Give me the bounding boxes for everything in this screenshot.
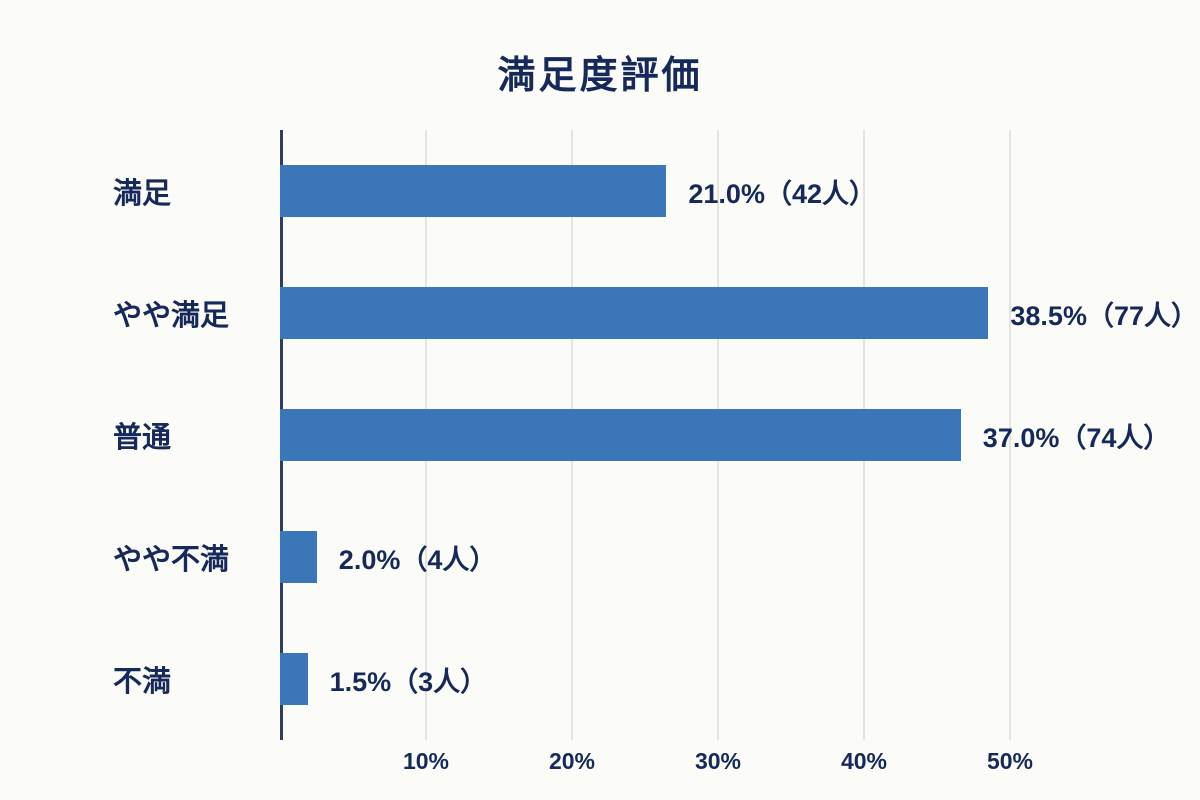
bar-row: やや満足 38.5%（77人） xyxy=(0,252,1200,374)
category-label: 不満 xyxy=(113,666,172,698)
bar-value-label: 37.0%（74人） xyxy=(982,422,1171,453)
category-label: やや不満 xyxy=(113,544,230,576)
bar-track: 1.5%（3人） xyxy=(280,653,1200,705)
bar-value-label: 2.0%（4人） xyxy=(338,544,497,575)
bar-row: 普通 37.0%（74人） xyxy=(0,374,1200,496)
bar-track: 38.5%（77人） xyxy=(280,287,1200,339)
bar xyxy=(280,287,989,339)
gridline xyxy=(1009,130,1011,740)
category-label: 普通 xyxy=(113,422,172,454)
bar-row: やや不満 2.0%（4人） xyxy=(0,496,1200,618)
bar-value-label: 38.5%（77人） xyxy=(1010,300,1198,331)
bar-track: 37.0%（74人） xyxy=(280,409,1200,461)
x-tick-label: 30% xyxy=(694,748,742,774)
bar-row: 満足 21.0%（42人） xyxy=(0,130,1200,252)
bar-track: 21.0%（42人） xyxy=(280,165,1200,217)
category-label: やや満足 xyxy=(113,300,230,332)
bar-row: 不満 1.5%（3人） xyxy=(0,618,1200,740)
bar-value-label: 1.5%（3人） xyxy=(329,666,488,697)
bar xyxy=(280,409,961,461)
bar-value-label: 21.0%（42人） xyxy=(688,178,876,209)
x-tick-label: 40% xyxy=(840,748,888,774)
x-tick-label: 10% xyxy=(402,748,450,774)
bar-rows: 満足 21.0%（42人） やや満足 38.5%（77人） 普通 37.0%（74人） やや… xyxy=(0,130,1200,740)
bar xyxy=(280,165,667,217)
category-label: 満足 xyxy=(113,178,172,210)
chart-title: 満足度評価 xyxy=(497,55,703,97)
x-tick-label: 50% xyxy=(986,748,1034,774)
x-axis-ticks: 10% 20% 30% 40% 50% xyxy=(280,748,1033,788)
x-tick-label: 20% xyxy=(548,748,596,774)
bar xyxy=(280,531,317,583)
bar xyxy=(280,653,308,705)
bar-track: 2.0%（4人） xyxy=(280,531,1200,583)
